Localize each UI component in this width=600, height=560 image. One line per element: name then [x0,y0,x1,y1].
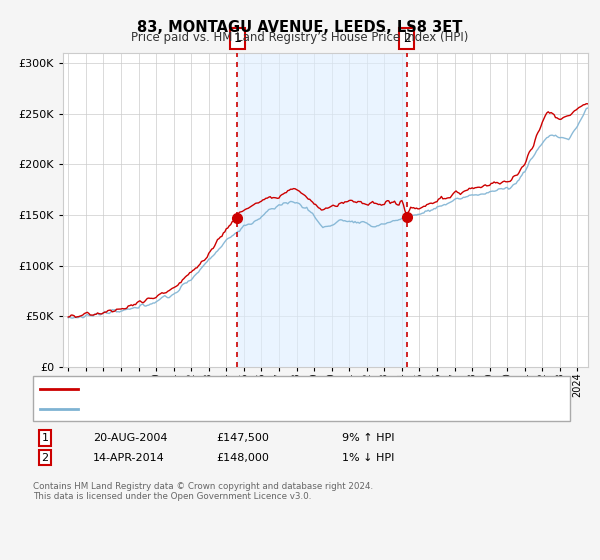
Text: 14-APR-2014: 14-APR-2014 [93,452,165,463]
Text: 1% ↓ HPI: 1% ↓ HPI [342,452,394,463]
Text: 2: 2 [403,32,411,45]
Text: 1: 1 [41,433,49,443]
Text: 20-AUG-2004: 20-AUG-2004 [93,433,167,443]
Text: Contains HM Land Registry data © Crown copyright and database right 2024.
This d: Contains HM Land Registry data © Crown c… [33,482,373,501]
Text: 9% ↑ HPI: 9% ↑ HPI [342,433,395,443]
Text: £148,000: £148,000 [216,452,269,463]
Text: HPI: Average price, semi-detached house, Leeds: HPI: Average price, semi-detached house,… [84,404,336,414]
Text: Price paid vs. HM Land Registry’s House Price Index (HPI): Price paid vs. HM Land Registry’s House … [131,31,469,44]
Text: 2: 2 [41,452,49,463]
Text: 83, MONTAGU AVENUE, LEEDS, LS8 3ET: 83, MONTAGU AVENUE, LEEDS, LS8 3ET [137,20,463,35]
Bar [238,53,407,367]
Text: 83, MONTAGU AVENUE, LEEDS, LS8 3ET (semi-detached house): 83, MONTAGU AVENUE, LEEDS, LS8 3ET (semi… [84,384,414,394]
Text: 1: 1 [233,32,241,45]
Text: £147,500: £147,500 [216,433,269,443]
